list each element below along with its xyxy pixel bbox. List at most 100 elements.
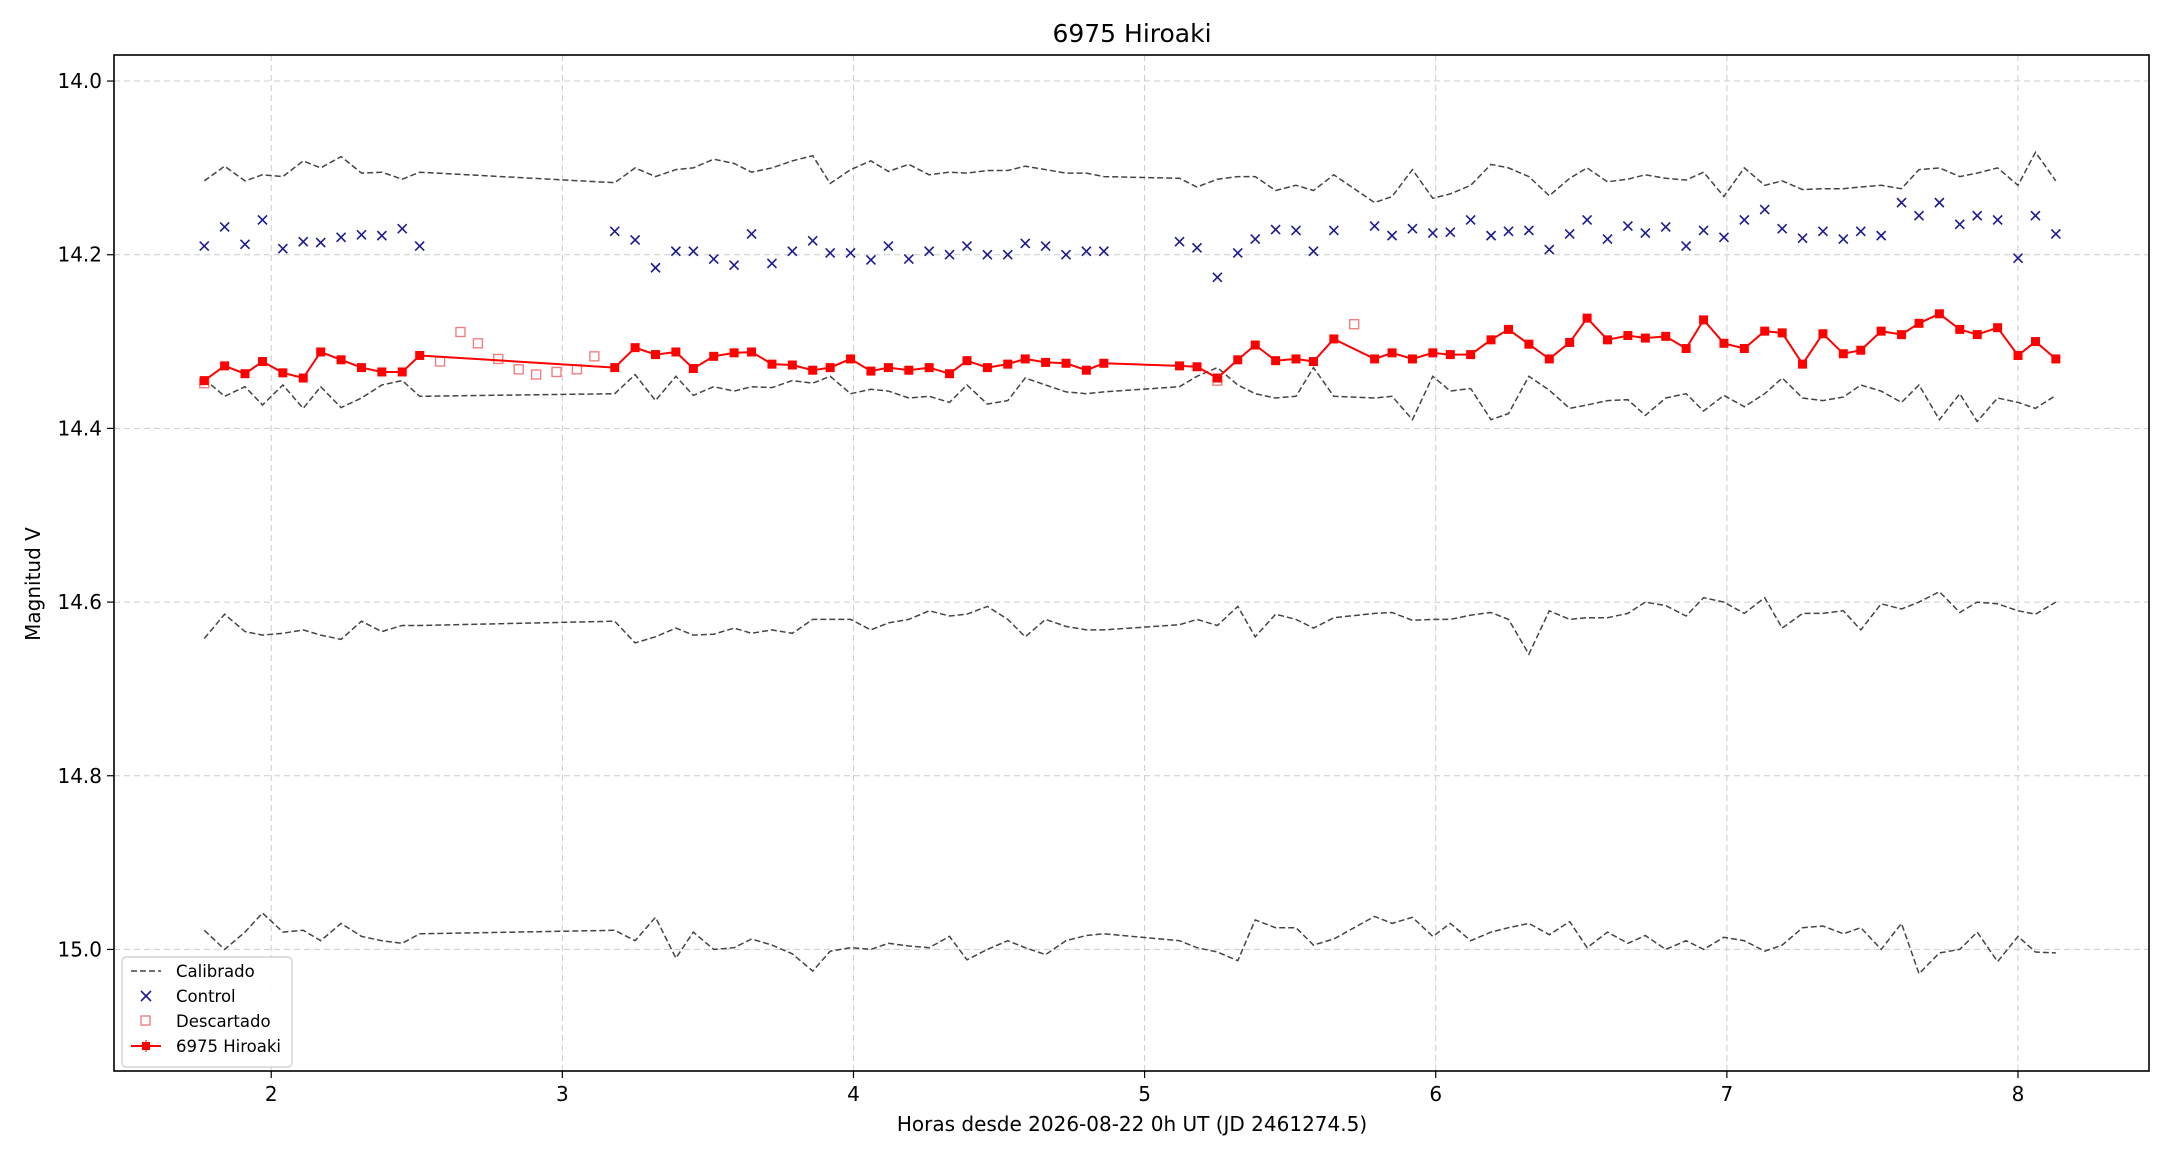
control-point: [376, 230, 387, 241]
target-point: [1934, 309, 1944, 319]
control-point: [787, 246, 798, 257]
discarded-point: [530, 369, 542, 380]
control-point: [257, 214, 268, 226]
x-axis-label: Horas desde 2026-08-22 0h UT (JD 2461274…: [897, 1112, 1367, 1136]
legend: Calibrado Control Descartado 6975 Hiroak…: [121, 956, 293, 1068]
control-point: [2012, 253, 2024, 264]
target-point: [1582, 313, 1592, 323]
control-point: [2030, 210, 2041, 221]
discarded-layer: [199, 318, 1360, 389]
x-tick-label: 3: [556, 1082, 569, 1106]
target-point: [1565, 337, 1575, 347]
control-point: [414, 240, 425, 252]
control-point: [1954, 219, 1965, 230]
control-point: [1328, 225, 1339, 236]
target-point: [1602, 335, 1612, 345]
target-point: [962, 356, 972, 366]
target-point: [1329, 334, 1339, 344]
control-point: [746, 228, 757, 239]
calibrado-line: [203, 911, 2056, 976]
control-point: [1817, 226, 1828, 237]
target-point: [1897, 330, 1907, 340]
target-point: [1003, 359, 1013, 369]
target-point: [316, 347, 326, 357]
target-point: [336, 355, 346, 365]
control-point: [1759, 204, 1770, 215]
discarded-point: [455, 326, 466, 338]
x-axis-ticks: 2 3 4 5 6 7 8: [265, 1071, 2025, 1106]
target-point: [825, 363, 835, 373]
control-point: [1098, 246, 1109, 257]
target-point: [1445, 350, 1455, 360]
target-point: [767, 359, 777, 369]
target-point: [630, 343, 640, 353]
control-point: [688, 246, 699, 257]
calibrado-layer: [203, 150, 2057, 976]
discarded-point: [1349, 318, 1360, 330]
control-point: [1876, 230, 1887, 241]
target-point: [1308, 357, 1318, 367]
x-tick-label: 7: [1720, 1082, 1733, 1106]
calibrado-line: [203, 366, 2057, 423]
control-point: [1913, 210, 1925, 221]
target-point: [199, 376, 209, 386]
y-axis-ticks: 14.0 14.2 14.4 14.6 14.8 15.0: [57, 69, 114, 961]
target-point: [356, 363, 366, 373]
x-tick-label: 4: [847, 1082, 860, 1106]
target-point: [2051, 354, 2061, 364]
control-point: [1040, 240, 1051, 252]
target-point: [747, 347, 757, 357]
control-point: [1838, 234, 1849, 245]
calibrado-line: [203, 590, 2057, 656]
target-point: [1466, 350, 1476, 360]
target-point: [1544, 354, 1554, 364]
target-point: [688, 363, 698, 373]
target-point: [1972, 330, 1982, 340]
control-point: [1934, 197, 1945, 208]
target-point: [1914, 318, 1924, 328]
legend-control-label: Control: [176, 987, 236, 1006]
target-point: [1233, 355, 1243, 365]
control-point: [1002, 249, 1013, 260]
control-point: [883, 240, 894, 252]
target-point: [1760, 326, 1770, 336]
target-point: [1428, 348, 1438, 358]
discarded-point: [493, 353, 504, 365]
control-point: [1290, 225, 1302, 236]
target-point: [808, 365, 818, 375]
control-point: [1660, 221, 1671, 233]
control-point: [1681, 240, 1692, 252]
control-point: [1992, 214, 2003, 226]
control-point: [807, 235, 818, 246]
x-tick-label: 8: [2012, 1082, 2025, 1106]
control-point: [1212, 272, 1223, 283]
y-tick-label: 14.2: [57, 243, 102, 267]
control-point: [1640, 227, 1651, 239]
x-tick-label: 6: [1429, 1082, 1442, 1106]
control-point: [356, 229, 367, 240]
target-point: [1271, 356, 1281, 366]
control-point: [1698, 225, 1709, 236]
control-point: [1250, 234, 1261, 245]
target-point: [1640, 333, 1650, 343]
target-point: [671, 347, 681, 357]
control-point: [708, 254, 719, 265]
target-point: [1856, 345, 1866, 355]
target-point: [2013, 350, 2023, 360]
target-point: [945, 369, 955, 379]
control-point: [1081, 246, 1092, 257]
control-point: [1739, 214, 1750, 226]
control-point: [670, 246, 681, 257]
control-point: [397, 223, 408, 234]
control-point: [1369, 221, 1380, 232]
target-point: [1212, 373, 1222, 383]
control-point: [1777, 223, 1788, 234]
target-point: [1504, 324, 1514, 334]
y-tick-label: 14.6: [57, 590, 102, 614]
control-point: [1407, 223, 1418, 234]
target-point: [257, 357, 267, 367]
control-point: [1485, 230, 1497, 241]
control-point: [924, 246, 935, 257]
control-point: [903, 254, 914, 265]
control-point: [865, 254, 877, 266]
